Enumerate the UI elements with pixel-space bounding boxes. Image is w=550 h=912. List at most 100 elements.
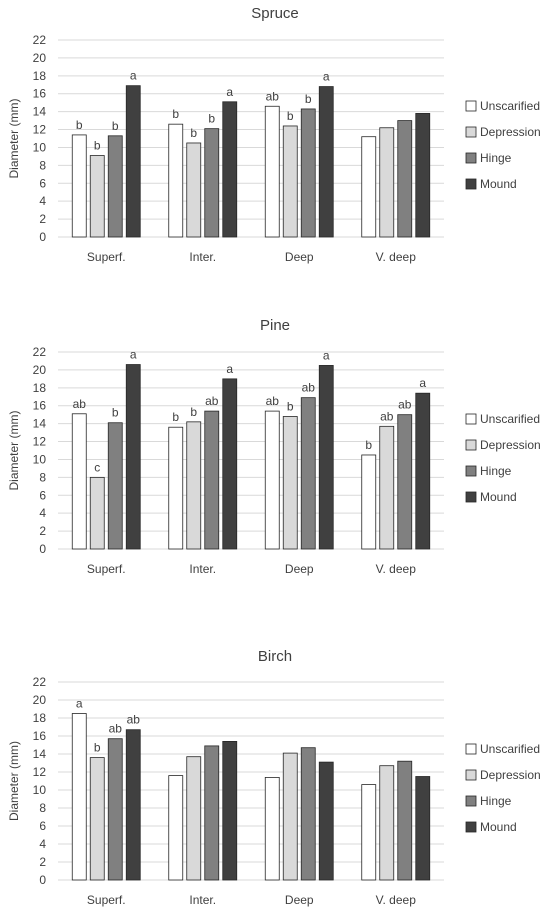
y-tick-label: 4: [39, 194, 46, 208]
y-tick-label: 16: [33, 87, 47, 101]
bar-depression-3: [282, 752, 298, 881]
bar-mound-3: [318, 761, 334, 881]
bar-mound-3: [318, 86, 334, 238]
bar-hinge-2: [204, 745, 220, 881]
legend-label: Unscarified: [480, 99, 540, 113]
significance-label: ab: [398, 398, 412, 412]
significance-label: a: [323, 348, 330, 362]
x-tick-label: Deep: [285, 893, 314, 907]
y-tick-label: 8: [39, 470, 46, 484]
chart-title: Pine: [260, 317, 290, 334]
y-tick-label: 18: [33, 69, 47, 83]
significance-label: ab: [380, 409, 394, 423]
bar-depression-2: [186, 421, 202, 550]
significance-label: b: [287, 109, 294, 123]
legend-label: Depression: [480, 125, 541, 139]
significance-label: b: [190, 405, 197, 419]
x-tick-label: Superf.: [87, 250, 126, 264]
chart-title: Spruce: [251, 5, 299, 22]
significance-label: b: [172, 410, 179, 424]
significance-label: b: [190, 126, 197, 140]
legend: Unscarified Depression Hinge Mound: [465, 742, 541, 834]
bar-mound-1: [125, 729, 141, 881]
legend-swatch: [465, 743, 477, 755]
legend-swatch: [465, 126, 477, 138]
bar-depression-2: [186, 756, 202, 881]
y-axis-label: Diameter (mm): [7, 410, 21, 490]
bar-depression-2: [186, 142, 202, 238]
bar-unscarified-4: [361, 136, 377, 238]
legend-label: Depression: [480, 768, 541, 782]
bar-mound-2: [222, 741, 238, 881]
bar-unscarified-3: [264, 410, 280, 550]
legend: Unscarified Depression Hinge Mound: [465, 412, 541, 504]
bar-unscarified-2: [168, 123, 184, 238]
chart-title: Birch: [258, 648, 292, 665]
y-axis-label: Diameter (mm): [7, 98, 21, 178]
y-tick-label: 0: [39, 230, 46, 244]
y-tick-label: 14: [33, 417, 47, 431]
y-tick-label: 6: [39, 819, 46, 833]
bar-hinge-3: [300, 108, 316, 238]
y-tick-label: 6: [39, 176, 46, 190]
bar-depression-1: [89, 757, 105, 881]
bar-mound-3: [318, 365, 334, 550]
x-tick-label: V. deep: [376, 250, 417, 264]
bar-hinge-1: [107, 135, 123, 238]
bar-depression-1: [89, 155, 105, 238]
significance-label: a: [226, 362, 233, 376]
legend-swatch: [465, 795, 477, 807]
bar-unscarified-1: [71, 134, 87, 238]
y-tick-label: 4: [39, 506, 46, 520]
significance-label: ab: [205, 394, 219, 408]
legend-swatch: [465, 413, 477, 425]
y-tick-label: 2: [39, 855, 46, 869]
bar-hinge-1: [107, 738, 123, 881]
legend-swatch: [465, 178, 477, 190]
legend-label: Mound: [480, 177, 517, 191]
y-tick-label: 12: [33, 765, 47, 779]
bar-hinge-4: [397, 414, 413, 550]
y-tick-label: 2: [39, 524, 46, 538]
y-tick-label: 2: [39, 212, 46, 226]
legend-label: Unscarified: [480, 412, 540, 426]
bar-depression-4: [379, 127, 395, 238]
bar-mound-2: [222, 101, 238, 238]
significance-label: a: [76, 697, 83, 711]
bar-mound-2: [222, 378, 238, 550]
bar-unscarified-3: [264, 777, 280, 881]
y-tick-label: 12: [33, 435, 47, 449]
y-tick-label: 20: [33, 693, 47, 707]
legend-label: Hinge: [480, 464, 512, 478]
bar-depression-1: [89, 476, 105, 550]
significance-label: b: [112, 119, 119, 133]
significance-label: c: [94, 460, 100, 474]
bar-unscarified-4: [361, 454, 377, 550]
y-tick-label: 0: [39, 873, 46, 887]
y-tick-label: 4: [39, 837, 46, 851]
y-tick-label: 12: [33, 123, 47, 137]
y-tick-label: 22: [33, 33, 47, 47]
significance-label: b: [305, 92, 312, 106]
bar-depression-4: [379, 765, 395, 881]
legend: Unscarified Depression Hinge Mound: [465, 99, 541, 191]
significance-label: ab: [127, 713, 141, 727]
significance-label: ab: [266, 89, 280, 103]
bar-depression-3: [282, 125, 298, 238]
y-tick-label: 10: [33, 140, 47, 154]
y-tick-label: 16: [33, 729, 47, 743]
x-tick-label: Superf.: [87, 893, 126, 907]
legend-swatch: [465, 821, 477, 833]
bar-mound-1: [125, 85, 141, 238]
significance-label: b: [94, 741, 101, 755]
significance-label: b: [76, 118, 83, 132]
significance-label: ab: [109, 722, 123, 736]
bar-mound-4: [415, 776, 431, 881]
bar-hinge-3: [300, 747, 316, 881]
legend-label: Unscarified: [480, 742, 540, 756]
bar-hinge-1: [107, 422, 123, 550]
significance-label: b: [172, 107, 179, 121]
x-tick-label: Superf.: [87, 562, 126, 576]
legend-label: Hinge: [480, 151, 512, 165]
